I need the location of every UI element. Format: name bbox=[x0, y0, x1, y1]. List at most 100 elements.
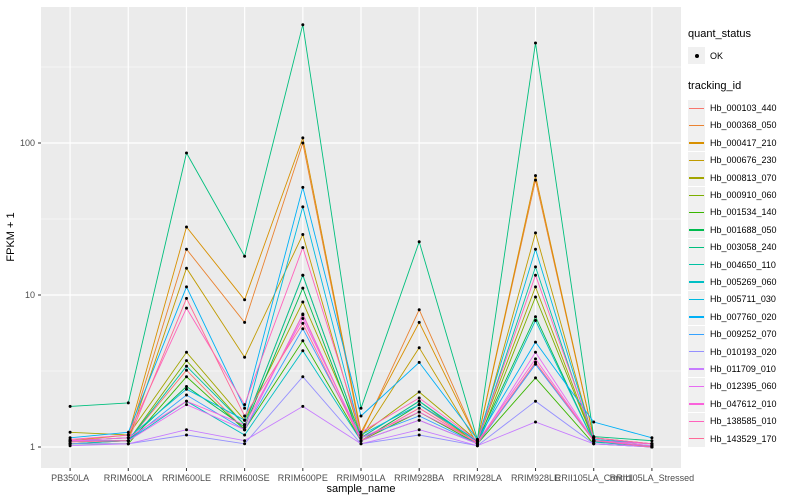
data-point bbox=[301, 349, 305, 353]
data-point bbox=[68, 404, 72, 408]
legend-key-box bbox=[688, 134, 705, 152]
x-tick-label: RRIM928LE bbox=[511, 473, 560, 483]
legend-item-tracking-id: Hb_000910_060 bbox=[688, 186, 798, 204]
data-point bbox=[243, 406, 247, 410]
legend-key-box bbox=[688, 169, 705, 187]
data-point bbox=[301, 317, 305, 320]
x-tick-label: RRII105LA_Control bbox=[555, 473, 633, 483]
data-point bbox=[68, 438, 72, 441]
legend-item-label: Hb_012395_060 bbox=[710, 381, 777, 392]
legend-item-label: OK bbox=[710, 50, 724, 61]
legend-key-box bbox=[688, 360, 705, 378]
data-point bbox=[185, 285, 188, 289]
legend-item-label: Hb_000910_060 bbox=[710, 190, 777, 201]
data-point bbox=[126, 442, 130, 446]
data-point bbox=[301, 375, 305, 379]
legend-item-tracking-id: Hb_004650_110 bbox=[688, 256, 798, 274]
data-point bbox=[68, 430, 72, 434]
legend-item-tracking-id: Hb_001534_140 bbox=[688, 203, 798, 221]
x-tick-label: RRIM928BA bbox=[394, 473, 444, 483]
legend-key-box bbox=[688, 203, 705, 221]
line-swatch-icon bbox=[689, 124, 704, 127]
data-point bbox=[534, 360, 537, 364]
data-point bbox=[126, 439, 130, 443]
legend-key-box bbox=[688, 412, 705, 430]
x-tick-label: RRIM600LA bbox=[104, 473, 153, 483]
data-point bbox=[534, 376, 537, 380]
data-point bbox=[301, 339, 305, 343]
data-point bbox=[534, 231, 537, 235]
legend-key-box bbox=[688, 377, 705, 395]
legend-item-label: Hb_007760_020 bbox=[710, 311, 777, 322]
data-point bbox=[185, 433, 188, 437]
legend-item-label: Hb_010193_020 bbox=[710, 346, 777, 357]
legend-key-box bbox=[688, 47, 705, 65]
legend-item-tracking-id: Hb_001688_050 bbox=[688, 221, 798, 239]
data-point bbox=[301, 286, 305, 290]
legend-item-label: Hb_000103_440 bbox=[710, 103, 777, 114]
x-axis-title: sample_name bbox=[326, 483, 395, 495]
x-tick-label: RRIM600LE bbox=[162, 473, 211, 483]
legend-key-box bbox=[688, 186, 705, 204]
legend-item-tracking-id: Hb_138585_010 bbox=[688, 412, 798, 430]
data-point bbox=[475, 439, 479, 443]
data-point bbox=[243, 414, 247, 418]
data-point bbox=[417, 433, 421, 437]
legend-key-box bbox=[688, 99, 705, 117]
data-point bbox=[417, 410, 421, 414]
data-point bbox=[534, 273, 537, 277]
line-swatch-icon bbox=[689, 368, 704, 370]
data-point bbox=[534, 247, 537, 251]
data-point bbox=[417, 320, 421, 324]
line-swatch-icon bbox=[689, 281, 704, 283]
data-point bbox=[185, 428, 188, 432]
line-swatch-icon bbox=[689, 229, 704, 231]
legend-item-tracking-id: Hb_000676_230 bbox=[688, 151, 798, 169]
data-point bbox=[185, 375, 188, 379]
data-point bbox=[534, 174, 537, 178]
data-point bbox=[359, 439, 363, 443]
line-swatch-icon bbox=[689, 264, 704, 266]
legend-item-label: Hb_011709_010 bbox=[710, 363, 776, 374]
line-swatch-icon bbox=[689, 403, 704, 405]
data-point bbox=[592, 420, 596, 424]
data-point bbox=[185, 350, 188, 354]
data-point bbox=[185, 266, 188, 270]
x-tick-label: PB350LA bbox=[51, 473, 89, 483]
line-swatch-icon bbox=[689, 351, 704, 353]
data-point bbox=[301, 300, 305, 304]
data-point bbox=[417, 428, 421, 432]
legend-key-box bbox=[688, 395, 705, 413]
legend-item-label: Hb_000676_230 bbox=[710, 155, 777, 166]
data-point bbox=[185, 387, 188, 391]
legend-item-tracking-id: Hb_047612_010 bbox=[688, 395, 798, 413]
legend-item-tracking-id: Hb_000368_050 bbox=[688, 116, 798, 134]
data-point bbox=[534, 178, 537, 182]
legend-item-label: Hb_001688_050 bbox=[710, 224, 777, 235]
legend-key-box bbox=[688, 325, 705, 343]
data-point bbox=[68, 440, 72, 444]
data-point bbox=[185, 368, 188, 372]
legend-item-tracking-id: Hb_011709_010 bbox=[688, 360, 798, 378]
legend-item-tracking-id: Hb_010193_020 bbox=[688, 343, 798, 361]
legend-tracking-id-items: Hb_000103_440 Hb_000368_050 Hb_000417_210 H… bbox=[688, 99, 798, 447]
data-point bbox=[534, 340, 537, 344]
legend-key-box bbox=[688, 273, 705, 291]
legend-key-box bbox=[688, 308, 705, 326]
data-point bbox=[417, 390, 421, 394]
line-swatch-icon bbox=[689, 159, 704, 162]
data-point bbox=[185, 151, 188, 155]
data-point bbox=[185, 385, 188, 388]
data-point bbox=[417, 308, 421, 312]
data-point bbox=[359, 442, 363, 446]
data-point bbox=[243, 298, 247, 302]
legend-item-tracking-id: Hb_012395_060 bbox=[688, 377, 798, 395]
line-swatch-icon bbox=[689, 438, 704, 440]
data-point bbox=[301, 327, 305, 331]
legend-item-tracking-id: Hb_003058_240 bbox=[688, 238, 798, 256]
data-point bbox=[417, 414, 421, 418]
data-point bbox=[534, 420, 537, 424]
data-point bbox=[534, 357, 537, 361]
